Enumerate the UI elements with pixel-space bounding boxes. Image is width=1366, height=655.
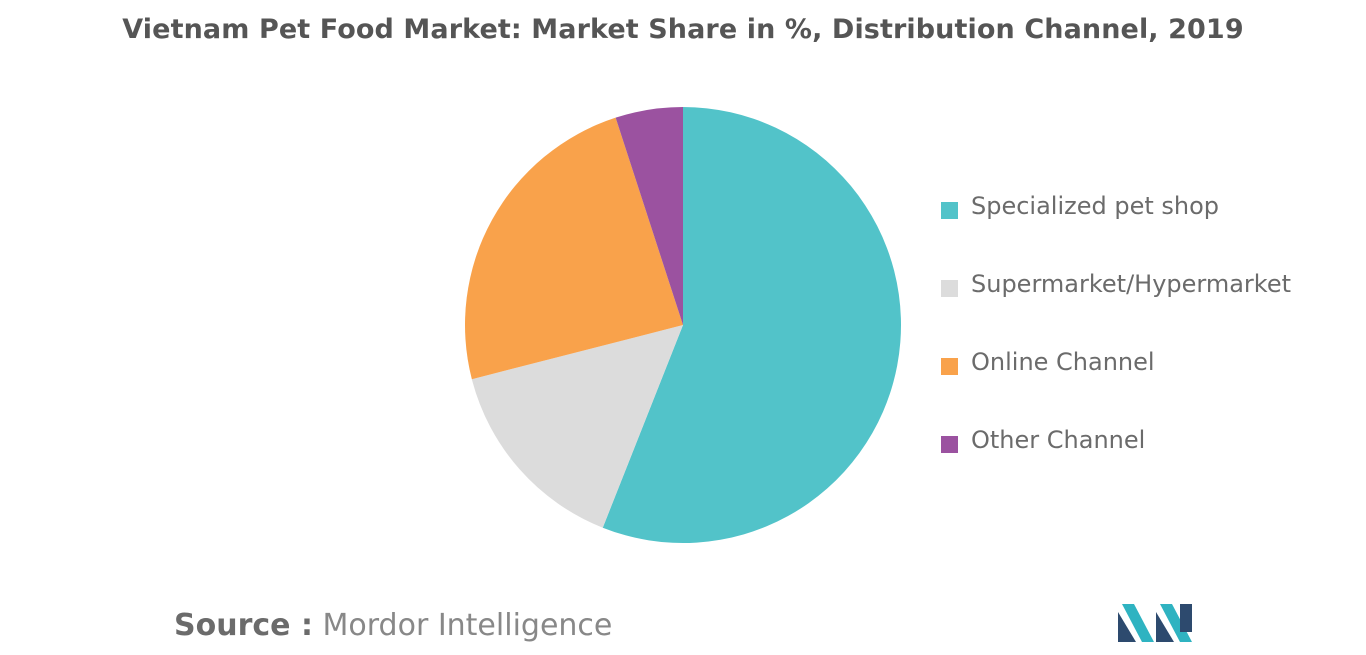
legend-label: Online Channel: [971, 348, 1155, 376]
pie-slice-online-channel: [465, 117, 683, 380]
pie-slice-specialized-pet-shop: [602, 107, 901, 544]
logo-shape-left: [1118, 612, 1136, 642]
legend-swatch: [941, 436, 958, 453]
pie-slices: [465, 107, 901, 544]
legend-swatch: [941, 202, 958, 219]
logo-shape-mid-left: [1122, 604, 1154, 642]
logo-shape-mid-right: [1156, 612, 1174, 642]
legend-label: Specialized pet shop: [971, 192, 1220, 220]
pie-slice-supermarket-hypermarket: [471, 325, 683, 528]
legend-swatch: [941, 358, 958, 375]
source-note: Source : Mordor Intelligence: [174, 608, 612, 643]
logo-bar: [1180, 604, 1192, 632]
mordor-intelligence-logo: [1118, 604, 1192, 642]
legend-label: Other Channel: [971, 426, 1146, 454]
legend-swatch: [941, 280, 958, 297]
source-name: Mordor Intelligence: [322, 608, 613, 643]
chart-title: Vietnam Pet Food Market: Market Share in…: [122, 14, 1244, 45]
logo-shape-right: [1160, 604, 1192, 642]
source-label: Source :: [174, 608, 313, 643]
legend-label: Supermarket/Hypermarket: [971, 270, 1292, 298]
pie-slice-other-channel: [615, 107, 683, 325]
